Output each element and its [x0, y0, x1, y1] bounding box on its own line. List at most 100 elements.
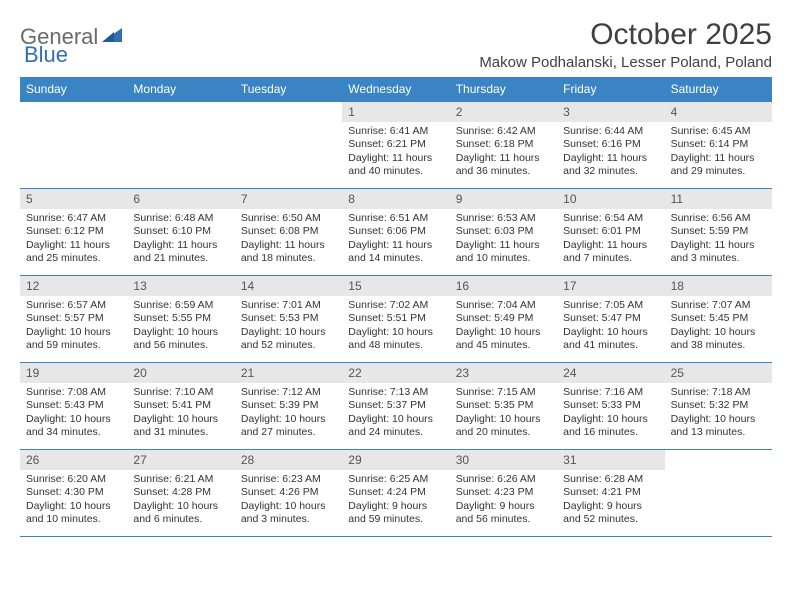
calendar-day-cell [127, 102, 234, 188]
day-number: 22 [342, 363, 449, 383]
day-details: Sunrise: 7:01 AMSunset: 5:53 PMDaylight:… [235, 296, 342, 357]
day-number: 28 [235, 450, 342, 470]
day-number: 26 [20, 450, 127, 470]
day-details: Sunrise: 6:48 AMSunset: 6:10 PMDaylight:… [127, 209, 234, 270]
calendar-day-cell: 23Sunrise: 7:15 AMSunset: 5:35 PMDayligh… [450, 363, 557, 449]
location-label: Makow Podhalanski, Lesser Poland, Poland [479, 54, 772, 71]
weekday-header-cell: Saturday [665, 77, 772, 101]
weekday-header-cell: Wednesday [342, 77, 449, 101]
day-number: 5 [20, 189, 127, 209]
calendar-day-cell: 1Sunrise: 6:41 AMSunset: 6:21 PMDaylight… [342, 102, 449, 188]
day-number: 21 [235, 363, 342, 383]
calendar-day-cell: 19Sunrise: 7:08 AMSunset: 5:43 PMDayligh… [20, 363, 127, 449]
day-details: Sunrise: 7:10 AMSunset: 5:41 PMDaylight:… [127, 383, 234, 444]
header: General October 2025 Makow Podhalanski, … [20, 18, 772, 71]
weekday-header-cell: Sunday [20, 77, 127, 101]
calendar-day-cell: 14Sunrise: 7:01 AMSunset: 5:53 PMDayligh… [235, 276, 342, 362]
day-details: Sunrise: 6:50 AMSunset: 6:08 PMDaylight:… [235, 209, 342, 270]
day-number: 25 [665, 363, 772, 383]
calendar-day-cell: 22Sunrise: 7:13 AMSunset: 5:37 PMDayligh… [342, 363, 449, 449]
day-details: Sunrise: 7:05 AMSunset: 5:47 PMDaylight:… [557, 296, 664, 357]
title-block: October 2025 Makow Podhalanski, Lesser P… [479, 18, 772, 71]
page-title: October 2025 [479, 18, 772, 52]
day-number: 18 [665, 276, 772, 296]
day-number: 12 [20, 276, 127, 296]
day-details: Sunrise: 7:15 AMSunset: 5:35 PMDaylight:… [450, 383, 557, 444]
calendar-day-cell: 11Sunrise: 6:56 AMSunset: 5:59 PMDayligh… [665, 189, 772, 275]
logo-triangle-icon [102, 26, 122, 47]
day-number: 29 [342, 450, 449, 470]
logo-subtext: Blue [24, 42, 68, 68]
weekday-header-cell: Monday [127, 77, 234, 101]
calendar-day-cell: 21Sunrise: 7:12 AMSunset: 5:39 PMDayligh… [235, 363, 342, 449]
calendar-day-cell: 4Sunrise: 6:45 AMSunset: 6:14 PMDaylight… [665, 102, 772, 188]
weekday-header-cell: Tuesday [235, 77, 342, 101]
calendar-day-cell: 7Sunrise: 6:50 AMSunset: 6:08 PMDaylight… [235, 189, 342, 275]
calendar-week-row: 1Sunrise: 6:41 AMSunset: 6:21 PMDaylight… [20, 101, 772, 188]
calendar-day-cell: 6Sunrise: 6:48 AMSunset: 6:10 PMDaylight… [127, 189, 234, 275]
day-details: Sunrise: 6:54 AMSunset: 6:01 PMDaylight:… [557, 209, 664, 270]
day-number: 16 [450, 276, 557, 296]
day-number: 15 [342, 276, 449, 296]
day-details: Sunrise: 7:08 AMSunset: 5:43 PMDaylight:… [20, 383, 127, 444]
day-details: Sunrise: 6:21 AMSunset: 4:28 PMDaylight:… [127, 470, 234, 531]
day-details: Sunrise: 6:47 AMSunset: 6:12 PMDaylight:… [20, 209, 127, 270]
day-number: 9 [450, 189, 557, 209]
calendar-day-cell: 24Sunrise: 7:16 AMSunset: 5:33 PMDayligh… [557, 363, 664, 449]
day-number: 3 [557, 102, 664, 122]
calendar-day-cell: 9Sunrise: 6:53 AMSunset: 6:03 PMDaylight… [450, 189, 557, 275]
calendar-day-cell: 16Sunrise: 7:04 AMSunset: 5:49 PMDayligh… [450, 276, 557, 362]
calendar-day-cell: 27Sunrise: 6:21 AMSunset: 4:28 PMDayligh… [127, 450, 234, 536]
calendar-day-cell: 2Sunrise: 6:42 AMSunset: 6:18 PMDaylight… [450, 102, 557, 188]
day-details: Sunrise: 6:20 AMSunset: 4:30 PMDaylight:… [20, 470, 127, 531]
day-number: 6 [127, 189, 234, 209]
calendar-day-cell: 25Sunrise: 7:18 AMSunset: 5:32 PMDayligh… [665, 363, 772, 449]
day-details: Sunrise: 7:02 AMSunset: 5:51 PMDaylight:… [342, 296, 449, 357]
day-number: 30 [450, 450, 557, 470]
calendar-grid: SundayMondayTuesdayWednesdayThursdayFrid… [20, 77, 772, 536]
calendar-week-row: 26Sunrise: 6:20 AMSunset: 4:30 PMDayligh… [20, 449, 772, 536]
day-number: 7 [235, 189, 342, 209]
calendar-day-cell [20, 102, 127, 188]
calendar-day-cell: 12Sunrise: 6:57 AMSunset: 5:57 PMDayligh… [20, 276, 127, 362]
calendar-day-cell: 18Sunrise: 7:07 AMSunset: 5:45 PMDayligh… [665, 276, 772, 362]
day-number: 19 [20, 363, 127, 383]
day-details: Sunrise: 6:45 AMSunset: 6:14 PMDaylight:… [665, 122, 772, 183]
day-number: 31 [557, 450, 664, 470]
weekday-header-cell: Friday [557, 77, 664, 101]
day-details: Sunrise: 6:23 AMSunset: 4:26 PMDaylight:… [235, 470, 342, 531]
day-details: Sunrise: 6:56 AMSunset: 5:59 PMDaylight:… [665, 209, 772, 270]
calendar-day-cell: 29Sunrise: 6:25 AMSunset: 4:24 PMDayligh… [342, 450, 449, 536]
day-details: Sunrise: 6:57 AMSunset: 5:57 PMDaylight:… [20, 296, 127, 357]
day-number: 24 [557, 363, 664, 383]
day-details: Sunrise: 7:13 AMSunset: 5:37 PMDaylight:… [342, 383, 449, 444]
weekday-header-cell: Thursday [450, 77, 557, 101]
calendar-day-cell: 3Sunrise: 6:44 AMSunset: 6:16 PMDaylight… [557, 102, 664, 188]
day-number: 1 [342, 102, 449, 122]
day-details: Sunrise: 6:25 AMSunset: 4:24 PMDaylight:… [342, 470, 449, 531]
day-details: Sunrise: 6:59 AMSunset: 5:55 PMDaylight:… [127, 296, 234, 357]
day-number: 13 [127, 276, 234, 296]
calendar-day-cell: 15Sunrise: 7:02 AMSunset: 5:51 PMDayligh… [342, 276, 449, 362]
day-number: 4 [665, 102, 772, 122]
day-details: Sunrise: 6:42 AMSunset: 6:18 PMDaylight:… [450, 122, 557, 183]
calendar-day-cell: 5Sunrise: 6:47 AMSunset: 6:12 PMDaylight… [20, 189, 127, 275]
day-number: 8 [342, 189, 449, 209]
calendar-day-cell [235, 102, 342, 188]
calendar-day-cell: 10Sunrise: 6:54 AMSunset: 6:01 PMDayligh… [557, 189, 664, 275]
calendar-day-cell: 30Sunrise: 6:26 AMSunset: 4:23 PMDayligh… [450, 450, 557, 536]
calendar-day-cell: 28Sunrise: 6:23 AMSunset: 4:26 PMDayligh… [235, 450, 342, 536]
calendar-day-cell: 17Sunrise: 7:05 AMSunset: 5:47 PMDayligh… [557, 276, 664, 362]
day-details: Sunrise: 6:41 AMSunset: 6:21 PMDaylight:… [342, 122, 449, 183]
day-number: 23 [450, 363, 557, 383]
calendar-day-cell: 20Sunrise: 7:10 AMSunset: 5:41 PMDayligh… [127, 363, 234, 449]
day-details: Sunrise: 7:07 AMSunset: 5:45 PMDaylight:… [665, 296, 772, 357]
day-details: Sunrise: 6:44 AMSunset: 6:16 PMDaylight:… [557, 122, 664, 183]
day-number: 20 [127, 363, 234, 383]
day-number: 17 [557, 276, 664, 296]
calendar-day-cell: 13Sunrise: 6:59 AMSunset: 5:55 PMDayligh… [127, 276, 234, 362]
calendar-day-cell: 26Sunrise: 6:20 AMSunset: 4:30 PMDayligh… [20, 450, 127, 536]
calendar-day-cell [665, 450, 772, 536]
day-details: Sunrise: 6:51 AMSunset: 6:06 PMDaylight:… [342, 209, 449, 270]
day-number: 27 [127, 450, 234, 470]
